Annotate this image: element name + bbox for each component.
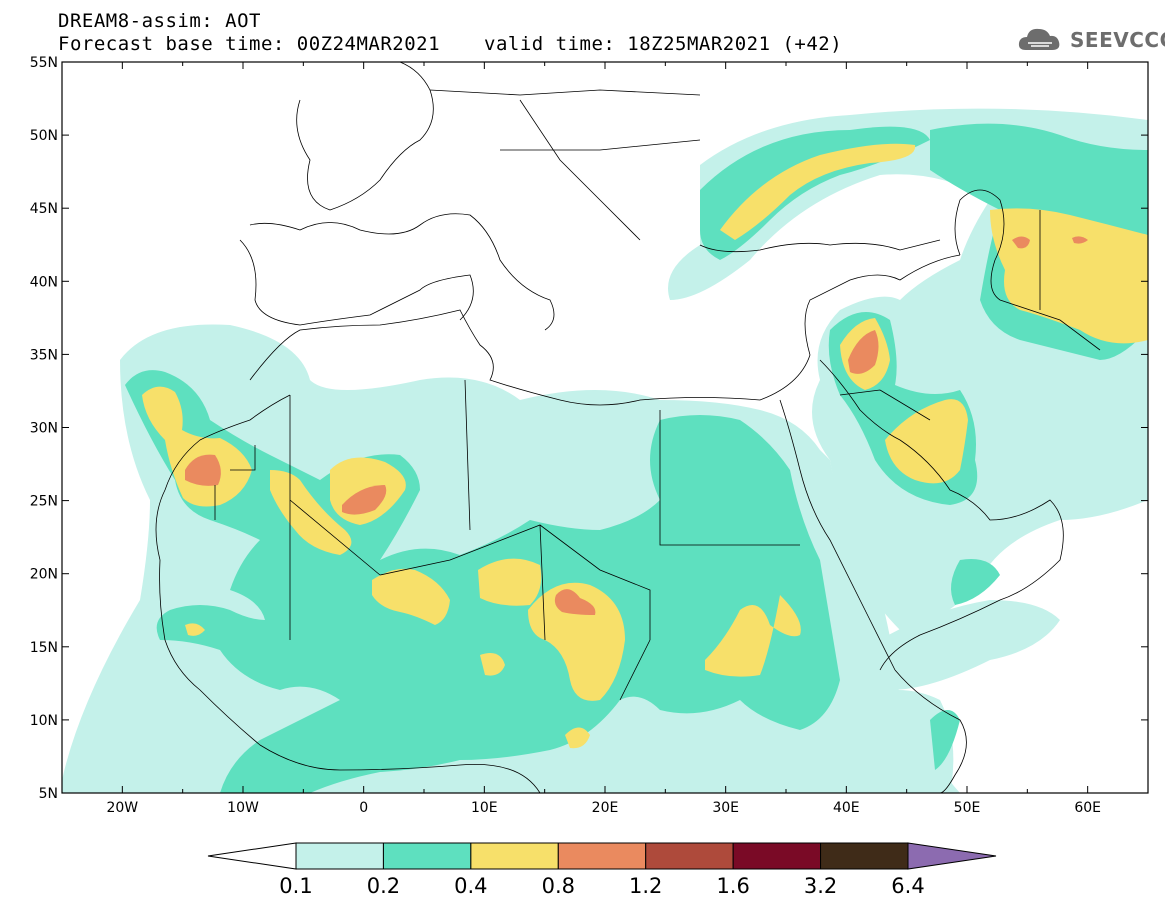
lon-tick-label: 30E bbox=[712, 800, 739, 816]
colorbar-box bbox=[732, 842, 822, 870]
lon-tick-label: 0 bbox=[359, 800, 368, 816]
lon-tick-label: 60E bbox=[1074, 800, 1101, 816]
colorbar-label: 6.4 bbox=[891, 874, 924, 898]
lon-tick-label: 40E bbox=[833, 800, 860, 816]
coastline-icon bbox=[155, 62, 1101, 793]
lon-tick-label: 50E bbox=[954, 800, 981, 816]
forecast-base-time: Forecast base time: 00Z24MAR2021 bbox=[58, 33, 441, 55]
colorbar-label: 3.2 bbox=[804, 874, 837, 898]
colorbar-box bbox=[470, 842, 559, 870]
aot-field bbox=[62, 62, 1148, 793]
colorbar-label: 0.4 bbox=[454, 874, 487, 898]
colorbar-label: 1.2 bbox=[629, 874, 662, 898]
lat-tick-label: 20N bbox=[30, 567, 58, 583]
lon-tick-label: 20E bbox=[592, 800, 619, 816]
colorbar-box bbox=[295, 842, 384, 870]
valid-time: valid time: 18Z25MAR2021 (+42) bbox=[484, 33, 843, 55]
lat-tick-label: 10N bbox=[30, 713, 58, 729]
cloud-icon bbox=[1018, 28, 1060, 50]
lat-tick-label: 25N bbox=[30, 494, 58, 510]
colorbar-box bbox=[382, 842, 472, 870]
colorbar-box bbox=[557, 842, 647, 870]
lat-tick-label: 45N bbox=[30, 201, 58, 217]
map-title: DREAM8-assim: AOT bbox=[58, 10, 261, 32]
colorbar-label: 0.8 bbox=[542, 874, 575, 898]
lat-tick-label: 5N bbox=[39, 786, 58, 802]
lon-tick-label: 10W bbox=[227, 800, 259, 816]
colorbar-label: 0.2 bbox=[367, 874, 400, 898]
colorbar-box bbox=[820, 842, 909, 870]
colorbar-label: 1.6 bbox=[716, 874, 749, 898]
colorbar-low-arrow bbox=[207, 842, 297, 870]
colorbar: 0.1 0.2 0.4 0.8 1.2 1.6 3.2 6.4 bbox=[207, 842, 997, 898]
lon-tick-label: 20W bbox=[106, 800, 138, 816]
lat-tick-label: 35N bbox=[30, 347, 58, 363]
colorbar-label: 0.1 bbox=[279, 874, 312, 898]
colorbar-high-arrow bbox=[907, 842, 997, 870]
lat-tick-label: 30N bbox=[30, 421, 58, 437]
seevccc-logo: SEEVCCC bbox=[1070, 28, 1165, 52]
lat-tick-label: 15N bbox=[30, 640, 58, 656]
axis-ticks: 20W 10W 0 10E 20E 30E 40E 50E 60E 55N 50N 45N 40N 35N… bbox=[30, 55, 1149, 816]
colorbar-box bbox=[645, 842, 734, 870]
lat-tick-label: 50N bbox=[30, 128, 58, 144]
lon-tick-label: 10E bbox=[471, 800, 498, 816]
lat-tick-label: 55N bbox=[30, 55, 58, 71]
lat-tick-label: 40N bbox=[30, 274, 58, 290]
